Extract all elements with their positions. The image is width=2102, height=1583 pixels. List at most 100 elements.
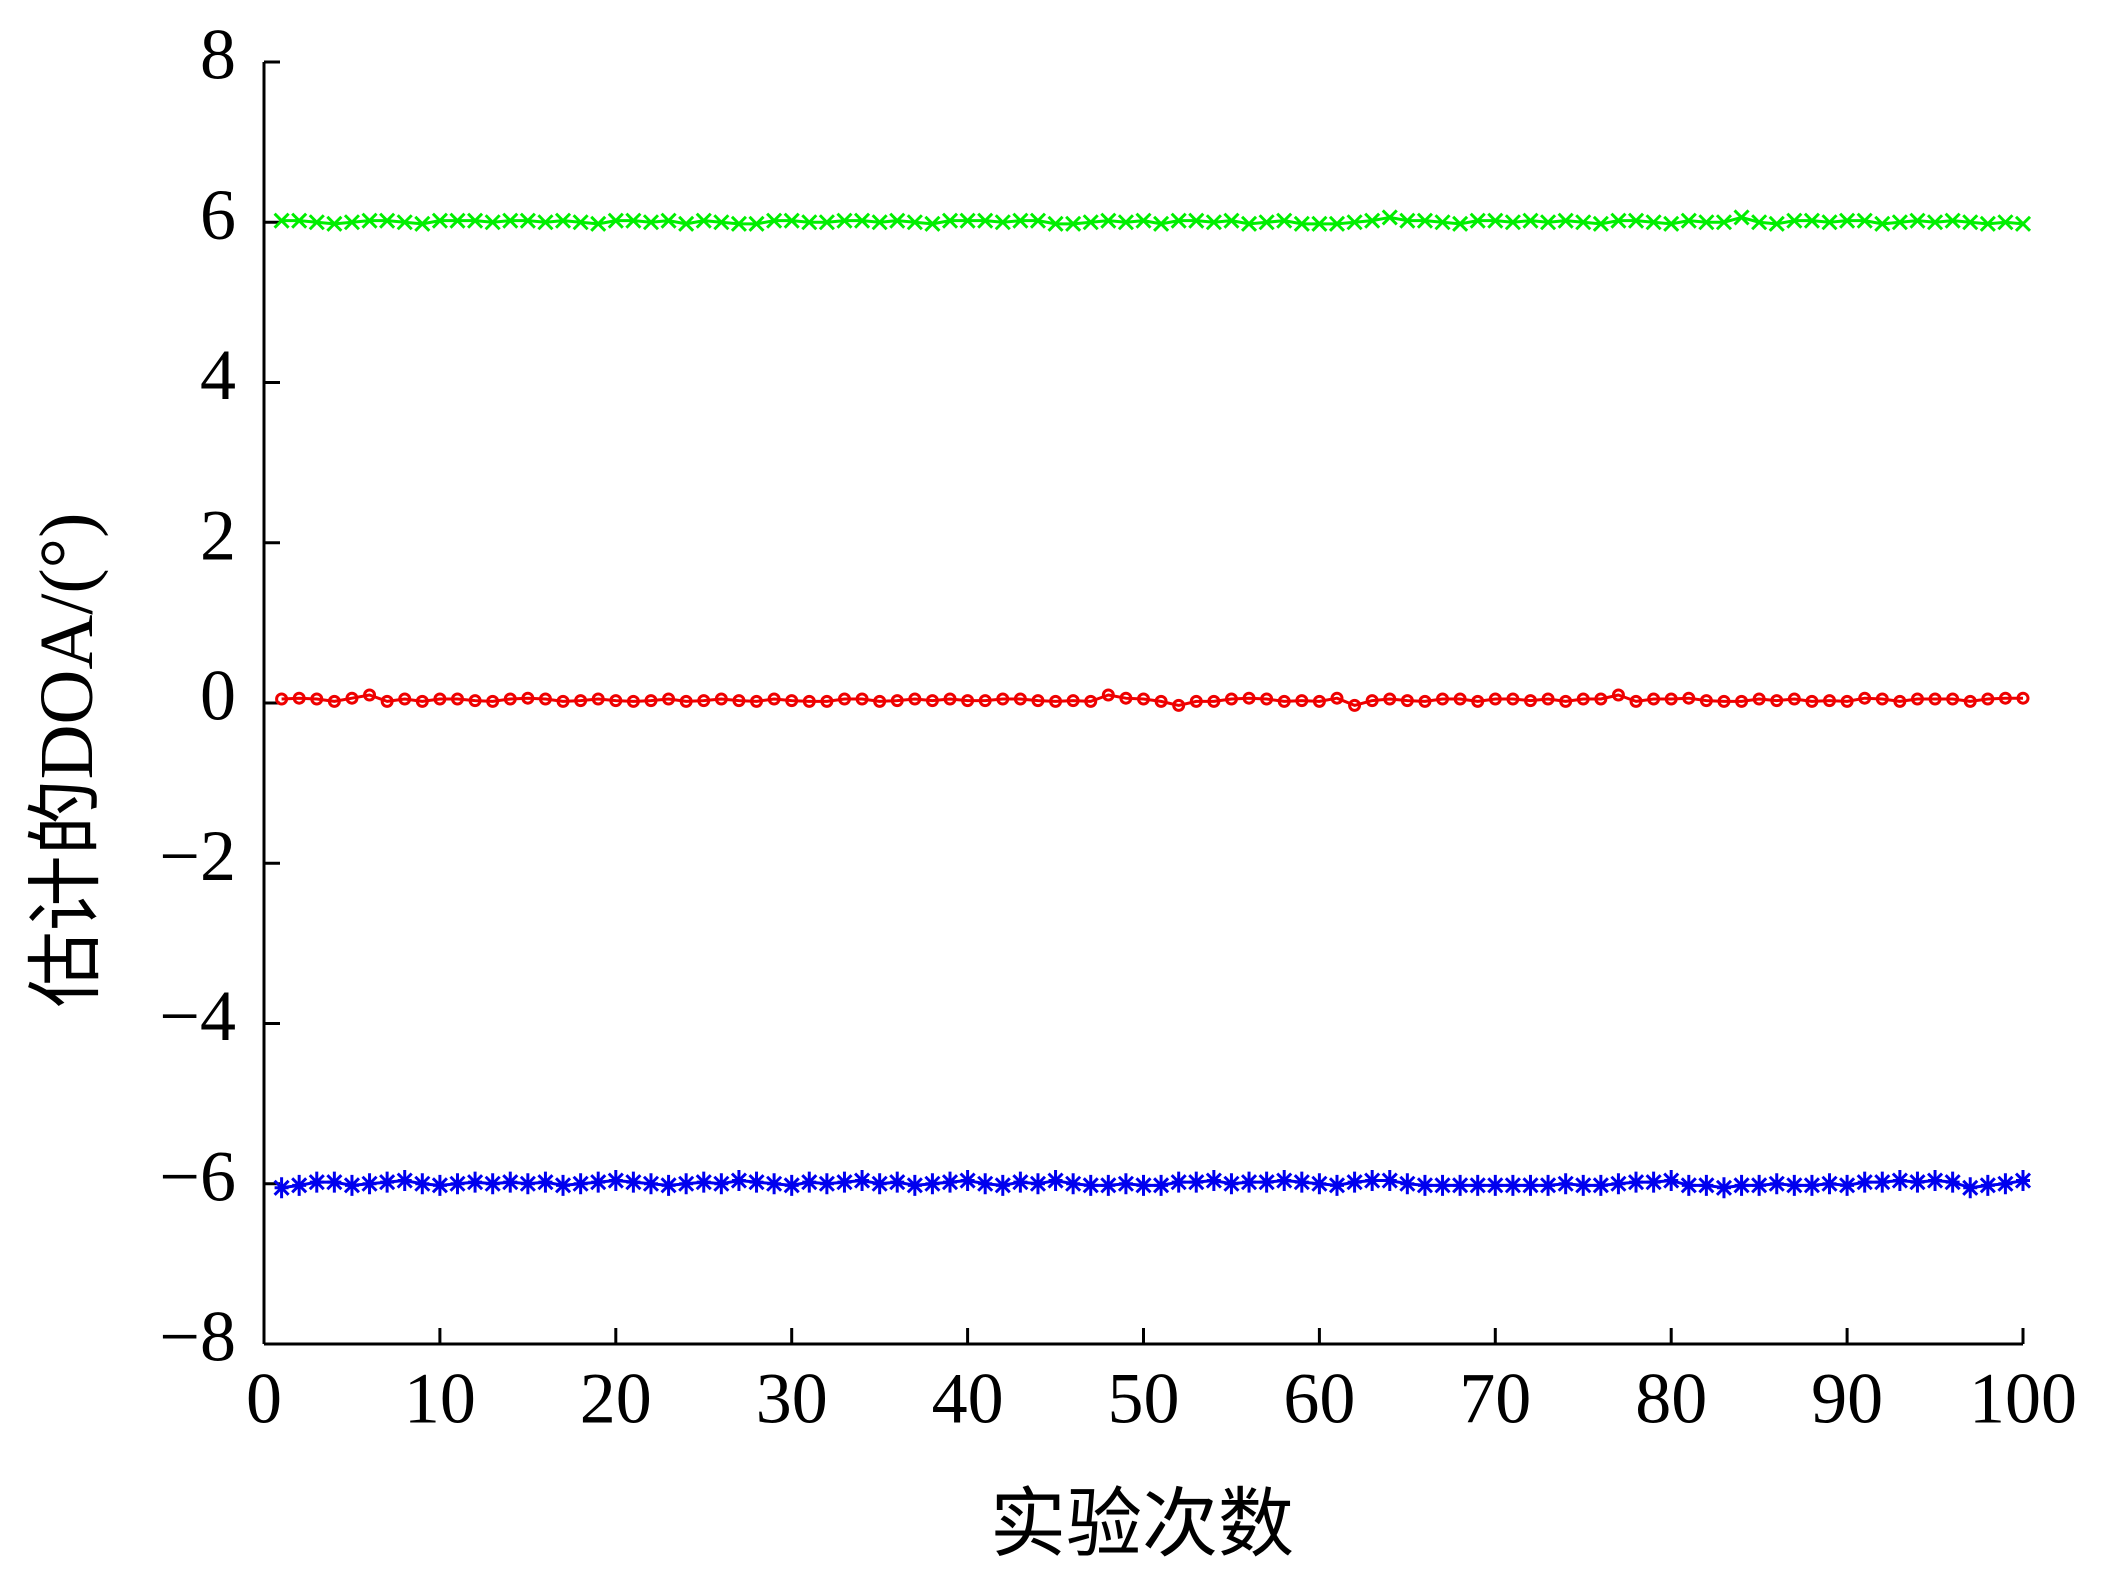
point-marker [977, 212, 994, 229]
point-marker [1963, 694, 1977, 708]
point-marker [607, 1170, 624, 1192]
x-tick-label: 50 [1108, 1359, 1180, 1439]
point-marker [818, 1173, 835, 1195]
point-marker [660, 1174, 677, 1196]
point-marker [363, 688, 377, 702]
point-marker [678, 215, 695, 232]
point-marker [1084, 694, 1098, 708]
point-marker [1487, 1174, 1504, 1196]
point-marker [889, 212, 906, 229]
point-marker [1100, 212, 1117, 229]
point-marker [1381, 1170, 1398, 1192]
point-marker [1295, 694, 1309, 708]
point-marker [1066, 694, 1080, 708]
point-marker [1559, 694, 1573, 708]
point-marker [1768, 215, 1785, 232]
point-marker [1787, 692, 1801, 706]
point-marker [1576, 692, 1590, 706]
point-marker [1645, 1171, 1662, 1193]
point-marker [783, 212, 800, 229]
point-marker [1575, 1174, 1592, 1196]
point-marker [890, 694, 904, 708]
point-marker [1557, 1173, 1574, 1195]
point-marker [1207, 694, 1221, 708]
point-marker [1188, 212, 1205, 229]
point-marker [1223, 212, 1240, 229]
point-marker [1153, 1174, 1170, 1196]
point-marker [1137, 692, 1150, 706]
point-marker [486, 694, 500, 708]
point-marker [345, 691, 359, 705]
point-marker [871, 1173, 888, 1195]
point-marker [853, 212, 871, 229]
point-marker [714, 692, 728, 706]
point-marker [1029, 1173, 1047, 1195]
point-marker [1328, 1174, 1346, 1196]
point-marker [1013, 692, 1027, 706]
point-marker [1893, 694, 1907, 708]
point-marker [678, 1173, 695, 1195]
point-marker [1910, 692, 1924, 706]
point-marker [467, 212, 484, 229]
point-marker [1540, 214, 1557, 231]
point-marker [1592, 1174, 1609, 1196]
point-marker [1504, 1174, 1521, 1196]
point-marker [1610, 1173, 1627, 1195]
point-marker [450, 692, 464, 706]
point-marker [1504, 214, 1521, 231]
point-marker [1416, 1174, 1434, 1196]
point-marker [572, 1173, 589, 1195]
point-marker [343, 1174, 361, 1196]
series-line [281, 693, 2023, 707]
point-marker [1029, 212, 1047, 229]
point-marker [1926, 1170, 1944, 1192]
x-tick-label: 30 [756, 1359, 828, 1439]
point-marker [994, 214, 1011, 231]
point-marker [625, 1171, 642, 1193]
point-marker [343, 214, 361, 231]
point-marker [519, 212, 536, 229]
point-marker [590, 215, 607, 232]
point-marker [662, 692, 676, 706]
point-marker [837, 692, 851, 706]
point-marker [1418, 694, 1432, 708]
point-marker [379, 1171, 396, 1193]
y-tick-label: −8 [159, 1297, 236, 1377]
y-tick-label: −2 [159, 816, 236, 896]
point-marker [1610, 212, 1627, 229]
x-tick-label: 100 [1969, 1359, 2077, 1439]
point-marker [1258, 214, 1275, 231]
point-marker [679, 694, 693, 708]
point-marker [1946, 692, 1960, 706]
point-marker [1786, 1174, 1803, 1196]
point-marker [572, 214, 589, 231]
point-marker [1715, 214, 1733, 231]
point-marker [1682, 691, 1696, 705]
point-marker [871, 214, 888, 231]
point-marker [537, 1171, 554, 1193]
point-marker [1962, 214, 1979, 231]
point-marker [977, 1173, 994, 1195]
point-marker [1117, 214, 1134, 231]
point-marker [1805, 694, 1819, 708]
point-marker [1803, 212, 1820, 229]
point-marker [1523, 694, 1537, 708]
point-marker [766, 1173, 783, 1195]
point-marker [801, 214, 818, 231]
point-marker [574, 694, 588, 708]
point-marker [1823, 694, 1837, 708]
point-marker [766, 212, 783, 229]
point-marker [415, 694, 429, 708]
point-marker [310, 692, 324, 706]
point-marker [1715, 1177, 1733, 1199]
point-marker [732, 694, 746, 708]
point-marker [818, 214, 835, 231]
point-marker [750, 694, 764, 708]
point-marker [906, 214, 923, 231]
point-marker [994, 1174, 1011, 1196]
point-marker [1154, 694, 1168, 708]
point-marker [1135, 1174, 1152, 1196]
point-marker [308, 1171, 325, 1193]
point-marker [1874, 1171, 1891, 1193]
point-marker [1909, 212, 1926, 229]
